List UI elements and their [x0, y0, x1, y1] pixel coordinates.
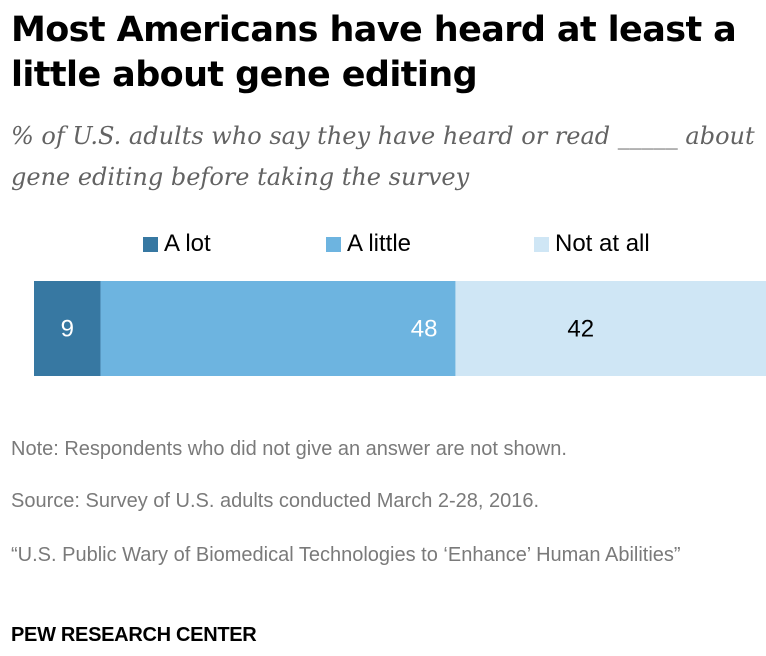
legend-item-a-little: A little	[326, 224, 411, 264]
chart-title: Most Americans have heard at least a lit…	[11, 10, 737, 95]
data-label-not-at-all: 42	[567, 316, 594, 343]
legend-item-not-at-all: Not at all	[534, 224, 650, 264]
report-title: “U.S. Public Wary of Biomedical Technolo…	[11, 544, 681, 566]
chart-note: Note: Respondents who did not give an an…	[11, 438, 567, 460]
stacked-bar-chart: 9 48 42	[34, 281, 766, 376]
legend-swatch-not-at-all	[534, 236, 549, 252]
data-label-a-lot: 9	[61, 316, 74, 343]
chart-source: Source: Survey of U.S. adults conducted …	[11, 490, 540, 512]
legend-label-a-lot: A lot	[164, 230, 211, 257]
bar-segment-a-lot	[34, 281, 101, 376]
bar-segment-a-little	[100, 281, 456, 376]
data-label-a-little: 48	[411, 316, 438, 343]
legend-swatch-a-lot	[143, 236, 158, 252]
pew-logo-text: PEW RESEARCH CENTER	[11, 624, 257, 646]
bar-segment-not-at-all	[455, 281, 766, 376]
chart-subtitle: % of U.S. adults who say they have heard…	[11, 122, 755, 191]
legend-label-not-at-all: Not at all	[555, 230, 650, 257]
legend-swatch-a-little	[326, 236, 341, 252]
chart-legend: A lot A little Not at all	[0, 224, 766, 264]
legend-item-a-lot: A lot	[143, 224, 211, 264]
legend-label-a-little: A little	[347, 230, 412, 257]
